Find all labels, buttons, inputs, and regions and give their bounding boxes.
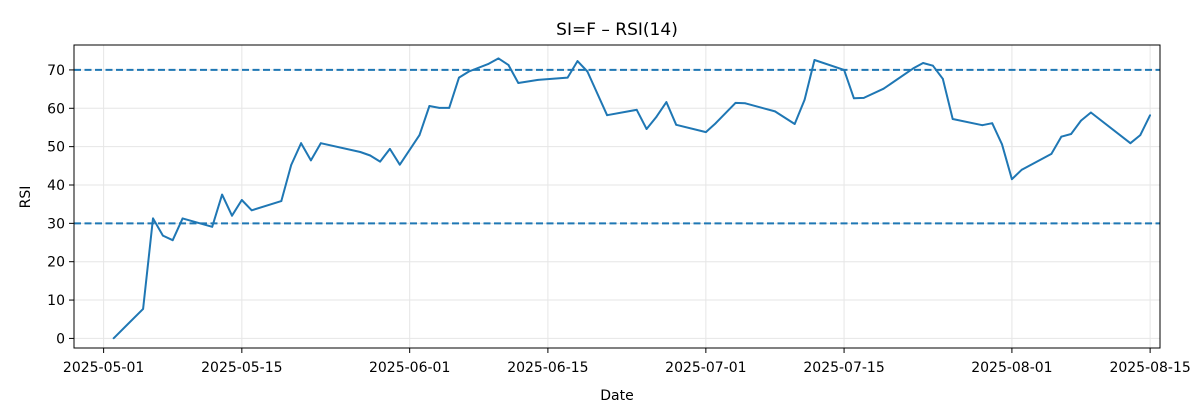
data-point: [1070, 133, 1072, 135]
data-point: [675, 123, 678, 126]
y-axis-ticks: 0 10 20 30 40 50 60 70: [47, 63, 74, 347]
data-point: [448, 107, 451, 109]
x-tick-label: 2025-05-15: [201, 360, 282, 376]
data-point: [487, 62, 490, 65]
data-point: [981, 124, 984, 127]
data-point: [1129, 142, 1132, 145]
data-point: [774, 110, 776, 113]
series-layer: [112, 57, 1151, 340]
data-point: [635, 108, 638, 111]
y-tick-label: 20: [47, 255, 65, 271]
data-point: [300, 142, 302, 145]
data-point: [250, 209, 253, 212]
x-tick-label: 2025-05-01: [63, 360, 144, 376]
data-point: [645, 128, 648, 130]
y-tick-label: 10: [47, 293, 65, 309]
y-tick-label: 30: [47, 216, 65, 232]
data-point: [398, 163, 401, 166]
data-point: [211, 225, 214, 228]
data-point: [1011, 178, 1013, 181]
data-point: [1001, 143, 1003, 146]
data-point: [714, 122, 717, 125]
data-point: [1060, 135, 1063, 138]
x-axis-ticks: 2025-05-01 2025-05-15 2025-06-01 2025-06-15…: [63, 348, 1191, 376]
y-tick-label: 60: [47, 101, 65, 117]
y-tick-label: 0: [56, 331, 65, 347]
data-point: [1090, 111, 1092, 114]
y-tick-label: 70: [47, 63, 65, 79]
x-tick-label: 2025-07-01: [665, 360, 746, 376]
x-tick-label: 2025-08-15: [1109, 360, 1190, 376]
data-point: [862, 97, 865, 99]
data-point: [655, 115, 658, 118]
data-point: [379, 160, 381, 163]
data-point: [517, 82, 520, 84]
data-point: [586, 70, 589, 73]
data-point: [418, 134, 421, 137]
data-point: [566, 76, 569, 79]
reference-lines: [74, 68, 1160, 225]
data-point: [369, 154, 372, 157]
data-point: [240, 199, 243, 201]
y-tick-label: 50: [47, 140, 65, 156]
data-point: [1020, 168, 1023, 171]
data-point: [843, 69, 845, 71]
x-tick-label: 2025-06-15: [507, 360, 588, 376]
data-point: [389, 148, 391, 150]
x-tick-label: 2025-06-01: [369, 360, 450, 376]
y-tick-label: 40: [47, 178, 65, 194]
data-point: [853, 97, 855, 100]
data-point: [507, 64, 510, 66]
data-point: [468, 70, 470, 73]
data-point: [932, 64, 934, 67]
data-point: [912, 67, 915, 70]
data-point: [813, 59, 816, 61]
data-point: [1080, 119, 1082, 122]
data-point: [1050, 153, 1053, 155]
x-tick-label: 2025-07-15: [803, 360, 884, 376]
data-point: [231, 214, 233, 217]
data-point: [290, 164, 293, 166]
data-point: [152, 217, 154, 220]
data-point: [359, 151, 362, 153]
data-point: [319, 142, 322, 145]
data-point: [221, 193, 224, 196]
data-point: [705, 131, 707, 134]
x-tick-label: 2025-08-01: [971, 360, 1052, 376]
data-point: [497, 57, 500, 60]
data-point: [181, 217, 184, 220]
data-point: [793, 123, 796, 125]
data-point: [458, 76, 460, 79]
data-point: [171, 239, 174, 242]
y-axis-label: RSI: [18, 186, 34, 209]
chart-title: SI=F – RSI(14): [556, 20, 678, 40]
data-point: [744, 102, 747, 105]
data-point: [428, 105, 431, 107]
data-point: [142, 308, 145, 310]
data-point: [922, 62, 924, 64]
x-axis-label: Date: [600, 388, 633, 404]
data-point: [310, 159, 312, 162]
data-point: [438, 107, 441, 109]
data-point: [162, 234, 164, 237]
data-point: [665, 101, 668, 103]
data-point: [991, 122, 994, 125]
data-point: [734, 102, 737, 104]
data-point: [606, 114, 608, 117]
data-point: [537, 79, 539, 81]
data-point: [112, 337, 115, 340]
data-point: [1149, 114, 1151, 117]
data-point: [882, 87, 885, 90]
plot-frame: [73, 44, 1161, 349]
data-point: [951, 118, 954, 120]
data-point: [1139, 134, 1142, 137]
data-point: [576, 60, 579, 62]
data-point: [803, 98, 806, 101]
data-point: [941, 77, 944, 80]
data-point: [280, 200, 283, 203]
